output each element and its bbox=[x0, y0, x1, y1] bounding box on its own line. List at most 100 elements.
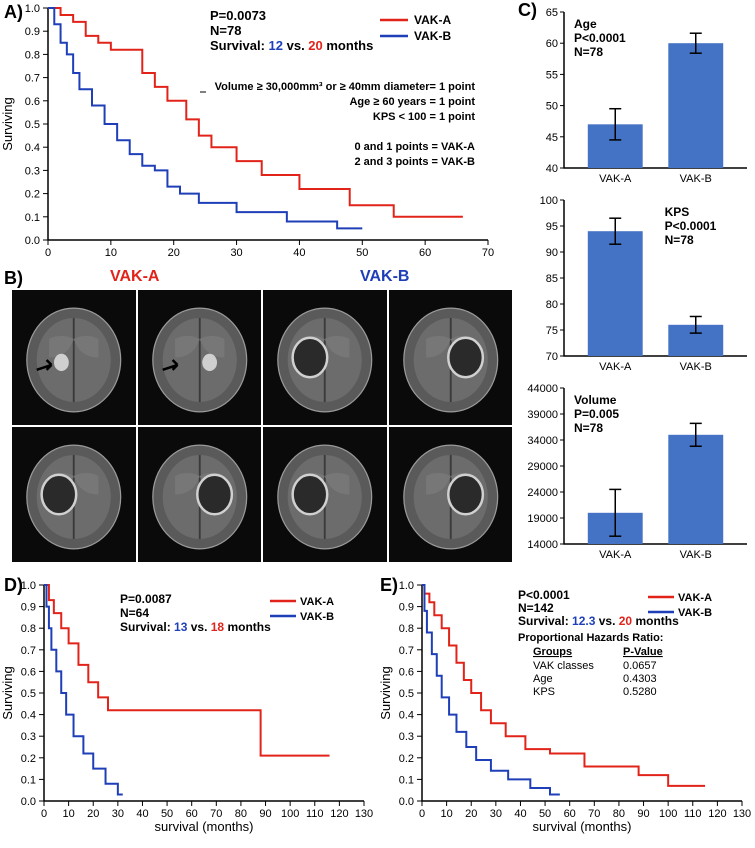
svg-text:75: 75 bbox=[546, 325, 558, 337]
svg-text:0.3: 0.3 bbox=[399, 731, 414, 743]
svg-text:45: 45 bbox=[546, 132, 558, 144]
panel-c: C)404550556065VAK-AVAK-BAgeP<0.0001N=787… bbox=[518, 0, 753, 570]
svg-text:0.5: 0.5 bbox=[25, 119, 40, 131]
svg-text:100: 100 bbox=[659, 808, 677, 820]
svg-text:30: 30 bbox=[490, 808, 502, 820]
svg-text:100: 100 bbox=[540, 196, 558, 207]
svg-text:0.8: 0.8 bbox=[25, 49, 40, 61]
svg-text:P=0.0073: P=0.0073 bbox=[210, 8, 266, 23]
svg-text:120: 120 bbox=[708, 808, 726, 820]
svg-text:Surviving: Surviving bbox=[0, 97, 15, 150]
svg-text:1.0: 1.0 bbox=[399, 580, 414, 592]
svg-text:0: 0 bbox=[419, 808, 425, 820]
svg-text:90: 90 bbox=[259, 808, 271, 820]
svg-text:Age: Age bbox=[533, 673, 553, 685]
svg-text:0.7: 0.7 bbox=[399, 645, 414, 657]
svg-text:130: 130 bbox=[355, 808, 373, 820]
svg-text:90: 90 bbox=[637, 808, 649, 820]
svg-text:VAK-A: VAK-A bbox=[414, 13, 451, 27]
svg-text:VAK-A: VAK-A bbox=[678, 592, 712, 604]
svg-text:0: 0 bbox=[45, 247, 51, 259]
mri-image bbox=[263, 427, 387, 562]
bar-chart-wrap: 404550556065VAK-AVAK-BAgeP<0.0001N=78 bbox=[518, 8, 753, 194]
bar-chart-volume: 14000190002400029000340003900044000VAK-A… bbox=[518, 384, 753, 568]
svg-text:VAK-B: VAK-B bbox=[680, 549, 712, 561]
svg-text:P=0.005: P=0.005 bbox=[574, 407, 619, 421]
svg-text:0.3: 0.3 bbox=[21, 731, 36, 743]
svg-text:0.2: 0.2 bbox=[25, 189, 40, 201]
svg-text:0.0657: 0.0657 bbox=[623, 660, 657, 672]
svg-text:40: 40 bbox=[293, 247, 305, 259]
figure-root: A) 0.0 0.1 0.2 0.3 0.4 0.5 0.6 0.7 0.8 0.9 1.0 0 10 20… bbox=[0, 0, 755, 848]
svg-text:10: 10 bbox=[440, 808, 452, 820]
mri-image bbox=[138, 427, 262, 562]
svg-text:survival (months): survival (months) bbox=[155, 819, 254, 834]
svg-text:P=0.0087: P=0.0087 bbox=[120, 592, 172, 606]
svg-text:VAK-A: VAK-A bbox=[599, 361, 632, 373]
svg-text:0.8: 0.8 bbox=[21, 623, 36, 635]
svg-text:20: 20 bbox=[168, 247, 180, 259]
svg-text:VAK classes: VAK classes bbox=[533, 660, 594, 672]
svg-text:0.5: 0.5 bbox=[21, 688, 36, 700]
svg-text:N=78: N=78 bbox=[574, 421, 603, 435]
bar-chart-wrap: 14000190002400029000340003900044000VAK-A… bbox=[518, 384, 753, 570]
mri-image bbox=[389, 427, 513, 562]
svg-text:39000: 39000 bbox=[527, 409, 558, 421]
svg-text:90: 90 bbox=[546, 247, 558, 259]
svg-text:Survival: 12.3 vs. 20 months: Survival: 12.3 vs. 20 months bbox=[518, 614, 679, 628]
svg-text:VAK-B: VAK-B bbox=[680, 173, 712, 185]
svg-text:30: 30 bbox=[112, 808, 124, 820]
svg-text:Volume: Volume bbox=[574, 393, 617, 407]
svg-text:0.7: 0.7 bbox=[25, 73, 40, 85]
svg-text:0.4: 0.4 bbox=[25, 142, 40, 154]
panel-e: E)0.00.10.20.30.40.50.60.70.80.91.001020… bbox=[378, 575, 754, 843]
svg-text:Age ≥ 60 years = 1 point: Age ≥ 60 years = 1 point bbox=[349, 96, 475, 108]
svg-text:0.6: 0.6 bbox=[25, 96, 40, 108]
svg-text:100: 100 bbox=[281, 808, 299, 820]
svg-text:85: 85 bbox=[546, 273, 558, 285]
svg-text:19000: 19000 bbox=[527, 513, 558, 525]
svg-text:40: 40 bbox=[514, 808, 526, 820]
svg-text:60: 60 bbox=[419, 247, 431, 259]
svg-text:VAK-B: VAK-B bbox=[680, 361, 712, 373]
panel-b: B)VAK-AVAK-B bbox=[0, 268, 512, 566]
bar-chart-age: 404550556065VAK-AVAK-BAgeP<0.0001N=78 bbox=[518, 8, 753, 192]
svg-text:0.0: 0.0 bbox=[25, 235, 40, 247]
svg-text:Age: Age bbox=[574, 17, 597, 31]
svg-text:0.1: 0.1 bbox=[25, 212, 40, 224]
svg-text:VAK-A: VAK-A bbox=[300, 596, 334, 608]
svg-text:P<0.0001: P<0.0001 bbox=[665, 219, 717, 233]
svg-text:Groups: Groups bbox=[533, 646, 572, 658]
svg-text:95: 95 bbox=[546, 221, 558, 233]
svg-text:N=142: N=142 bbox=[518, 601, 554, 615]
panel-a-label: A) bbox=[4, 2, 23, 23]
svg-text:0.9: 0.9 bbox=[21, 602, 36, 614]
panel-e-label: E) bbox=[380, 575, 398, 596]
svg-text:30: 30 bbox=[230, 247, 242, 259]
svg-text:N=64: N=64 bbox=[120, 606, 149, 620]
svg-text:Surviving: Surviving bbox=[0, 666, 15, 719]
svg-text:P<0.0001: P<0.0001 bbox=[518, 588, 570, 602]
svg-text:70: 70 bbox=[482, 247, 494, 259]
svg-text:Survival: 13 vs. 18 months: Survival: 13 vs. 18 months bbox=[120, 620, 271, 634]
svg-text:Volume ≥ 30,000mm³ or ≥ 40mm d: Volume ≥ 30,000mm³ or ≥ 40mm diameter= 1… bbox=[215, 81, 476, 93]
svg-text:VAK-A: VAK-A bbox=[599, 173, 632, 185]
svg-text:0.1: 0.1 bbox=[399, 774, 414, 786]
svg-text:0.5: 0.5 bbox=[399, 688, 414, 700]
svg-text:0.3: 0.3 bbox=[25, 165, 40, 177]
svg-text:VAK-B: VAK-B bbox=[300, 611, 334, 623]
panel-b-title-b: VAK-B bbox=[360, 268, 409, 286]
mri-image bbox=[138, 290, 262, 425]
svg-text:10: 10 bbox=[105, 247, 117, 259]
panel-b-label: B) bbox=[4, 268, 23, 289]
mri-image bbox=[12, 427, 136, 562]
svg-text:0.4303: 0.4303 bbox=[623, 673, 657, 685]
svg-text:VAK-B: VAK-B bbox=[678, 607, 712, 619]
mri-grid bbox=[12, 290, 512, 562]
svg-text:N=78: N=78 bbox=[574, 45, 603, 59]
bar-chart-kps: 707580859095100VAK-AVAK-BKPSP<0.0001N=78 bbox=[518, 196, 753, 380]
svg-text:0.9: 0.9 bbox=[25, 26, 40, 38]
panel-d-label: D) bbox=[4, 575, 23, 596]
svg-text:55: 55 bbox=[546, 69, 558, 81]
svg-text:VAK-A: VAK-A bbox=[599, 549, 632, 561]
